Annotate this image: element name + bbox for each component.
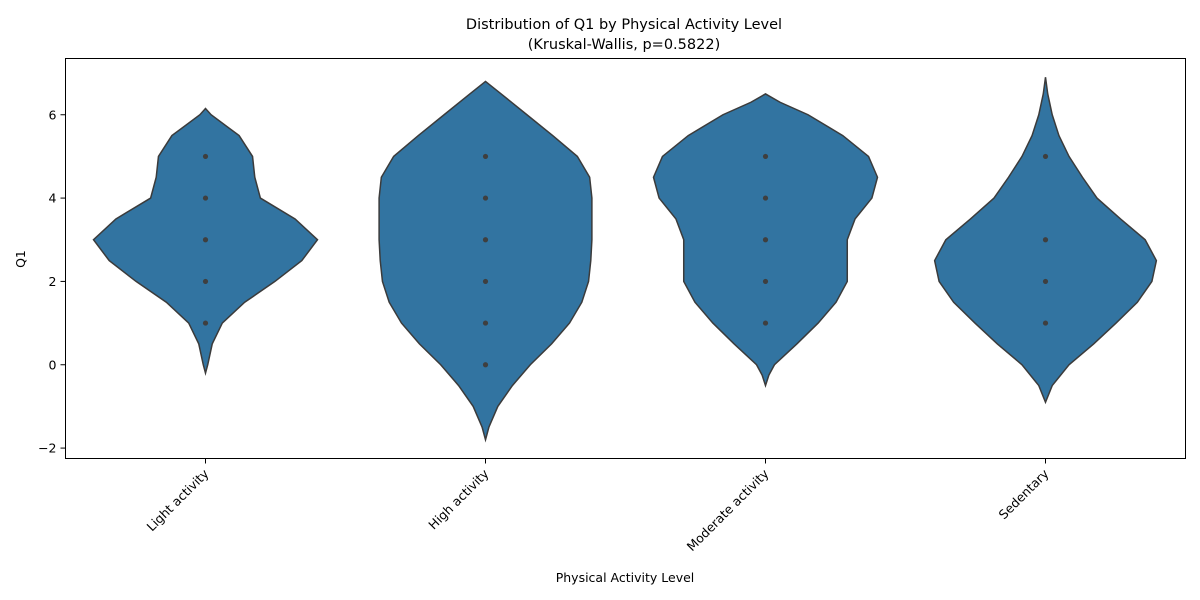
x-axis: Light activity High activity Moderate acti… xyxy=(144,458,1052,554)
observation-point-sedentary xyxy=(1042,320,1049,326)
y-axis: −2 0 2 4 6 xyxy=(38,107,66,456)
chart-title: Distribution of Q1 by Physical Activity … xyxy=(466,17,782,33)
x-axis-label: Physical Activity Level xyxy=(556,570,695,585)
observation-point-moderate-activity xyxy=(762,195,769,201)
y-axis-label: Q1 xyxy=(13,250,28,268)
observation-point-sedentary xyxy=(1042,237,1049,243)
y-tick-label: −2 xyxy=(38,441,56,456)
observation-point-sedentary xyxy=(1042,153,1049,160)
observation-point-high-activity xyxy=(482,362,489,368)
observation-point-light-activity xyxy=(202,237,209,243)
observation-point-high-activity xyxy=(482,195,489,201)
plot-frame xyxy=(65,58,1186,459)
observation-point-light-activity xyxy=(202,153,209,160)
x-tick-label-sedentary: Sedentary xyxy=(996,466,1052,522)
violin-high-activity xyxy=(378,80,593,443)
x-tick-label-light-activity: Light activity xyxy=(144,466,212,534)
y-tick-label: 0 xyxy=(49,357,57,372)
observation-point-light-activity xyxy=(202,195,209,201)
x-tick-label-moderate-activity: Moderate activity xyxy=(684,466,772,554)
observation-point-moderate-activity xyxy=(762,153,769,160)
x-tick-label-high-activity: High activity xyxy=(425,466,492,533)
plot-area xyxy=(92,77,1158,443)
observation-point-moderate-activity xyxy=(762,237,769,243)
observation-point-moderate-activity xyxy=(762,320,769,326)
observation-point-moderate-activity xyxy=(762,278,769,285)
y-tick-label: 6 xyxy=(49,107,57,122)
observation-point-light-activity xyxy=(202,278,209,285)
observation-point-high-activity xyxy=(482,153,489,160)
observation-point-light-activity xyxy=(202,320,209,326)
y-tick-label: 2 xyxy=(49,274,57,289)
observation-point-high-activity xyxy=(482,237,489,243)
observation-point-high-activity xyxy=(482,278,489,285)
chart-subtitle: (Kruskal-Wallis, p=0.5822) xyxy=(528,37,720,53)
observation-point-sedentary xyxy=(1042,278,1049,285)
y-tick-label: 4 xyxy=(49,191,57,206)
observation-point-high-activity xyxy=(482,320,489,326)
